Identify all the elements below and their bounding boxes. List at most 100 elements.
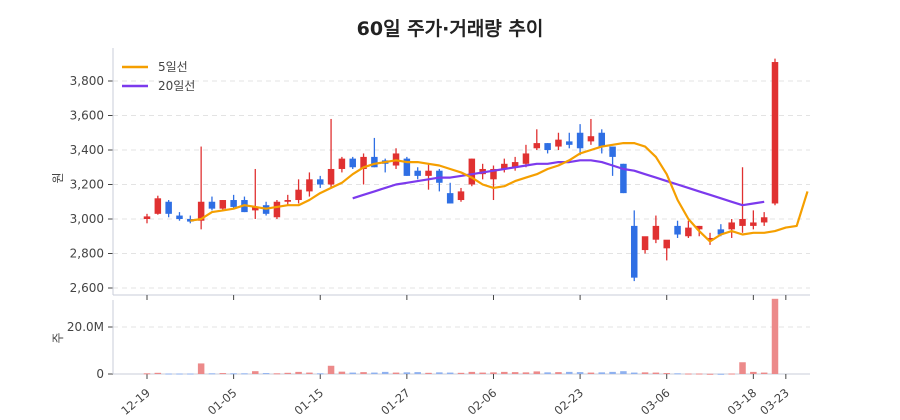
volume-bar <box>295 371 302 374</box>
volume-bar <box>598 372 606 374</box>
candle <box>490 168 497 180</box>
candle <box>414 170 421 176</box>
candle <box>273 201 281 218</box>
candle <box>197 201 205 221</box>
volume-bar <box>739 362 746 374</box>
volume-bar <box>154 372 162 374</box>
candle <box>295 189 302 201</box>
candle <box>511 162 519 168</box>
x-tick-label: 01-15 <box>292 386 327 418</box>
legend-label: 5일선 <box>158 60 188 74</box>
legend-label: 20일선 <box>158 79 195 93</box>
price-tick-label: 3,800 <box>70 74 104 88</box>
x-tick-label: 03-18 <box>725 386 760 418</box>
volume-bar <box>555 372 562 374</box>
candle <box>154 198 162 214</box>
x-tick-label: 01-27 <box>378 386 413 418</box>
volume-bar <box>544 372 551 374</box>
candle <box>663 239 670 249</box>
candle <box>630 225 638 278</box>
x-tick-label: 03-23 <box>757 386 792 418</box>
volume-bar <box>695 373 703 375</box>
volume-bar <box>566 371 573 374</box>
price-tick-label: 3,200 <box>70 178 104 192</box>
volume-bar <box>197 363 205 374</box>
volume-bar <box>316 373 324 375</box>
volume-bar <box>176 373 183 375</box>
candle <box>360 156 367 169</box>
volume-bar <box>208 373 216 375</box>
candle <box>316 179 324 185</box>
price-tick-label: 3,000 <box>70 212 104 226</box>
volume-bar <box>609 371 616 374</box>
price-tick-label: 2,600 <box>70 281 104 295</box>
price-tick-label: 2,800 <box>70 247 104 261</box>
price-tick-label: 3,400 <box>70 143 104 157</box>
volume-bar <box>381 371 389 374</box>
volume-bar <box>685 373 692 375</box>
candle <box>338 158 346 169</box>
ma20-line <box>352 159 765 207</box>
x-tick-label: 02-23 <box>551 386 586 418</box>
x-tick-label: 01-05 <box>205 386 240 418</box>
volume-bar <box>230 373 237 375</box>
volume-bar <box>403 372 411 374</box>
volume-bar <box>143 373 151 375</box>
volume-bar <box>771 298 779 374</box>
volume-bar <box>663 373 670 375</box>
candle <box>739 219 746 226</box>
volume-bar <box>652 372 660 374</box>
volume-bar <box>630 372 638 374</box>
candle <box>446 193 454 204</box>
price-axis-label: 원 <box>51 172 65 183</box>
volume-bar <box>501 371 508 374</box>
volume-bar <box>522 372 530 374</box>
candle <box>760 217 768 223</box>
candle <box>252 206 259 211</box>
volume-bar <box>750 371 757 374</box>
candle <box>609 146 616 157</box>
candle <box>620 163 627 194</box>
volume-bar <box>392 372 400 374</box>
volume-bar <box>252 371 259 374</box>
volume-bar <box>187 373 194 375</box>
candle <box>566 141 573 145</box>
candle <box>695 225 703 230</box>
volume-bar <box>284 372 292 374</box>
volume-bar <box>371 372 378 374</box>
candle <box>717 229 725 235</box>
chart-title: 60일 주가·거래량 추이 <box>356 18 544 40</box>
volume-bar <box>706 373 714 375</box>
candle <box>403 158 411 176</box>
candle <box>728 222 735 230</box>
volume-bar <box>717 373 725 375</box>
volume-bar <box>414 372 421 374</box>
candle <box>349 158 356 168</box>
volume-bar <box>728 373 735 375</box>
candle <box>143 216 151 219</box>
candle <box>652 225 660 240</box>
candle <box>219 200 227 209</box>
volume-bar <box>490 372 497 374</box>
volume-bar <box>349 372 356 374</box>
volume-bar <box>457 372 465 374</box>
candle <box>598 132 606 147</box>
candle <box>457 191 465 201</box>
candle <box>533 143 541 149</box>
volume-bar <box>587 372 595 374</box>
candle <box>587 136 595 142</box>
candle <box>371 156 378 168</box>
candle <box>425 170 432 176</box>
x-tick-label: 03-06 <box>638 386 673 418</box>
candle <box>176 215 183 219</box>
volume-tick-label: 0 <box>96 367 104 381</box>
volume-bar <box>446 372 454 374</box>
volume-bar <box>241 373 248 375</box>
price-tick-label: 3,600 <box>70 109 104 123</box>
candle <box>327 168 335 185</box>
volume-tick-label: 20.0M <box>67 320 104 334</box>
volume-bar <box>641 372 649 374</box>
ma5-line <box>190 142 809 243</box>
volume-bar <box>674 373 681 375</box>
